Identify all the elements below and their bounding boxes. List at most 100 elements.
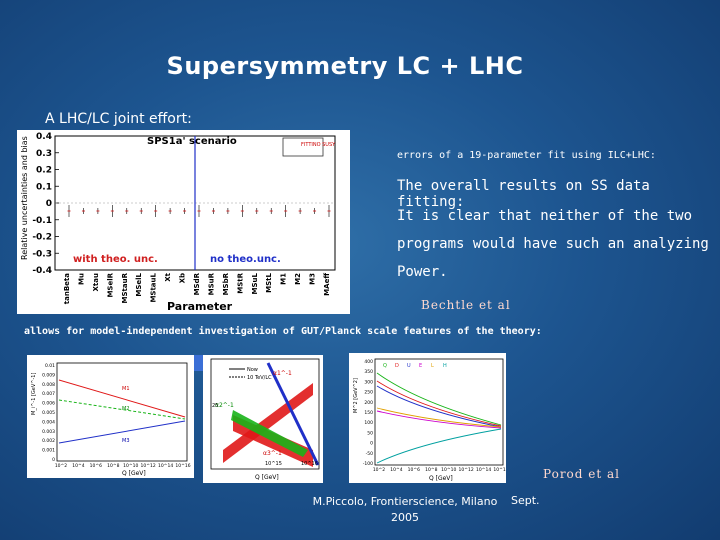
plot-c-ytick-label: 50 (367, 430, 373, 436)
plot-a-xtick-label: 10^6 (90, 463, 102, 469)
plot-a-ytick-label: 0.003 (42, 429, 55, 435)
m1-label: M1 (122, 386, 130, 392)
x-tick-label: MSuL (251, 272, 259, 294)
y-tick-label: 0.3 (36, 149, 52, 159)
y-tick-label: 0.4 (36, 132, 52, 142)
gut-note: allows for model-independent investigati… (24, 326, 542, 337)
gaugino-mass-plot: M_i^-1 [GeV^-1] 0.01 0.009 0.008 0.007 0.006… (27, 355, 194, 478)
x-tick-label: MSelL (135, 272, 143, 296)
plot-a-ytick-label: 0.004 (42, 419, 55, 425)
y-axis-label: Relative uncertainties and bias (20, 136, 29, 260)
plot-c-ytick-label: -100 (363, 461, 373, 467)
alpha1-label: α1^-1 (273, 370, 292, 377)
plot-c-xtick-label: 10^14 (476, 467, 491, 473)
plot-c-ytick-label: 150 (364, 410, 373, 416)
plot-a-xtick-label: 10^16 (175, 463, 190, 469)
footer-credit: M.Piccolo, Frontierscience, Milano 2005 (312, 495, 498, 524)
x-tick-label: M2 (294, 273, 302, 285)
plot-a-xtick-label: 10^10 (123, 463, 138, 469)
y-tick-label: -0.3 (32, 249, 52, 259)
plot-c-legend-item: H (443, 363, 447, 369)
body-line-1: The overall results on SS data fitting: (397, 178, 650, 210)
plot-b-xtick-1: 10^15 (265, 461, 282, 467)
plot-title: SPS1a' scenario (147, 136, 237, 147)
curve-h (376, 428, 502, 464)
plot-b-xlabel: Q [GeV] (255, 474, 279, 481)
plot-c-ytick-label: 300 (364, 379, 373, 385)
alpha3-band (223, 383, 313, 463)
x-tick-labels: tanBeta Mu Xtau MSelR MStauR MSelL MStauL Xt Xb M… (63, 272, 331, 304)
m3-line (58, 420, 186, 444)
plot-a-xtick-label: 10^14 (158, 463, 173, 469)
author-porod: Porod et al (543, 467, 620, 481)
plot-a-ytick-label: 0.008 (42, 382, 55, 388)
plot-a-ytick-label: 0 (52, 457, 55, 463)
fit-results-chart: Relative uncertainties and bias SPS1a' s… (20, 132, 336, 313)
fit-markers (67, 205, 331, 217)
plot-a-ytick-label: 0.007 (42, 391, 55, 397)
plot-a-ytick-label: 0.009 (42, 372, 55, 378)
x-tick-label: MSbR (222, 272, 230, 295)
y-tick-label: -0.4 (32, 266, 52, 276)
curve-q (376, 372, 502, 426)
plot-c-legend-item: Q (383, 363, 387, 369)
gaugino-mass-chart: M_i^-1 [GeV^-1] 0.01 0.009 0.008 0.007 0.006… (31, 362, 191, 477)
coupling-unification-plot: Now 10 TeV/LC α1^-1 α2^-1 α3^-1 25 10^15… (203, 355, 323, 483)
slide-subtitle: A LHC/LC joint effort: (45, 111, 192, 127)
plot-a-ytick-label: 0.002 (42, 438, 55, 444)
x-tick-label: MAeff (323, 273, 331, 296)
curve-e (376, 410, 502, 429)
plot-a-ytick-label: 0.006 (42, 401, 55, 407)
m2-line (58, 399, 186, 420)
fit-results-plot: Relative uncertainties and bias SPS1a' s… (17, 130, 350, 314)
y-tick-labels: 0.4 0.3 0.2 0.1 0 -0.1 -0.2 -0.3 -0.4 (32, 132, 59, 276)
x-tick-label: MSuR (207, 272, 215, 295)
plot-c-yticks: 400 350 300 250 200 150 100 50 0 -50 -100 (363, 359, 373, 467)
x-tick-label: tanBeta (63, 273, 71, 304)
x-tick-label: MStR (236, 272, 244, 293)
m1-line (58, 379, 186, 418)
plot-a-xtick-label: 10^4 (72, 463, 84, 469)
fittino-logo (282, 137, 324, 157)
body-line-3: programs would have such an analyzing (397, 236, 709, 252)
x-tick-label: MStauL (150, 272, 158, 302)
m3-label: M3 (122, 438, 130, 444)
body-line-2: It is clear that neither of the two (397, 208, 693, 224)
x-tick-label: M1 (280, 273, 288, 285)
plot-a-xtick-label: 10^8 (107, 463, 119, 469)
x-tick-label: Xtau (92, 273, 100, 291)
plot-c-legend-item: L (431, 363, 434, 369)
plot-c-legend-item: U (407, 363, 411, 369)
plot-c-xtick-label: 10^10 (441, 467, 456, 473)
plot-c-xtick-label: 10^4 (390, 467, 402, 473)
errors-note: errors of a 19-parameter fit using ILC+L… (397, 150, 656, 161)
x-tick-label: MSdR (193, 272, 201, 295)
y-tick-label: -0.2 (32, 233, 52, 243)
x-tick-label: Xt (164, 272, 172, 281)
body-line-4: Power. (397, 264, 448, 280)
sfermion-mass-plot: M^2 [GeV^2] 400 350 300 250 200 150 100 50 0 -50 -… (349, 353, 509, 483)
y-tick-label: 0 (46, 199, 52, 209)
plot-c-ylabel: M^2 [GeV^2] (353, 378, 359, 413)
x-tick-label: M3 (309, 273, 317, 285)
plot-c-xtick-label: 10^12 (459, 467, 474, 473)
x-tick-label: MStL (265, 272, 273, 292)
plot-c-xtick-label: 10^6 (408, 467, 420, 473)
author-bechtle: Bechtle et al (421, 298, 511, 312)
plot-a-ytick-label: 0.001 (42, 448, 55, 454)
legend-no-theo: no theo.unc. (210, 254, 281, 265)
x-axis-label: Parameter (167, 300, 233, 313)
plot-c-xtick-label: 10^8 (425, 467, 437, 473)
x-tick-label: MStauR (121, 272, 129, 303)
y-tick-label: 0.2 (36, 166, 52, 176)
slide-title: Supersymmetry LC + LHC (166, 52, 524, 80)
plot-b-ytick: 25 (212, 403, 218, 409)
plot-a-ytick-label: 0.005 (42, 410, 55, 416)
alpha3-label: α3^-1 (263, 450, 282, 457)
x-tick-label: Mu (77, 273, 85, 285)
plot-c-ytick-label: 250 (364, 390, 373, 396)
plot-c-ytick-label: 100 (364, 420, 373, 426)
plot-c-ytick-label: 200 (364, 400, 373, 406)
